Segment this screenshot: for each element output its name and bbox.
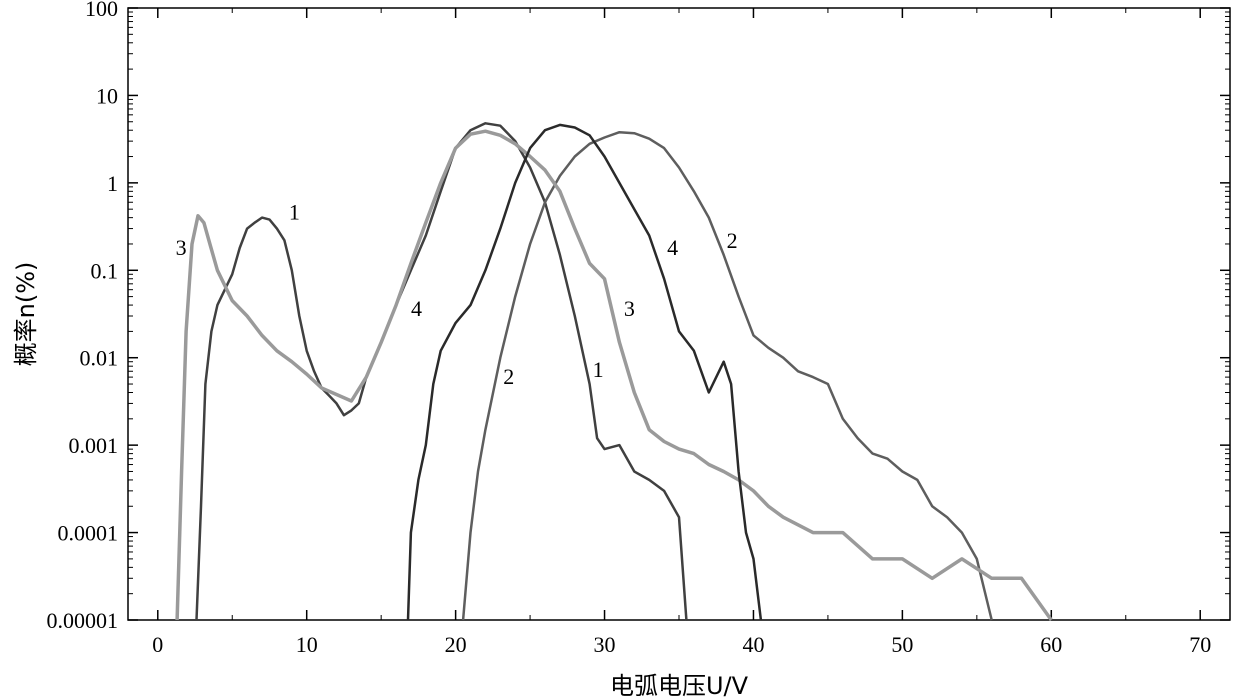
x-tick-label: 70 [1189,632,1211,657]
curve-label: 1 [593,357,604,382]
y-tick-label: 0.1 [91,258,119,283]
series-line-3 [175,129,1053,622]
x-tick-label: 0 [152,632,163,657]
y-tick-label: 0.001 [69,433,119,458]
x-axis-title: 电弧电压U/V [610,672,749,698]
curve-label: 3 [624,296,635,321]
series-line-1 [195,122,688,621]
x-tick-label: 40 [742,632,764,657]
x-tick-label: 30 [594,632,616,657]
series-label-4: 4 [411,296,422,321]
series-label-3: 3 [176,235,187,260]
curve-label: 4 [667,235,678,260]
series-line-4 [406,123,763,621]
curve-label: 2 [503,364,514,389]
series-label-2: 2 [727,228,738,253]
series-layer [175,122,1053,622]
curve-labels: 1 2 3 4 4 3 2 1 [176,200,738,389]
series-label-1: 1 [289,200,300,225]
y-tick-label: 0.0001 [58,521,119,546]
y-axis: 0.00001 0.0001 0.001 0.01 0.1 1 10 100 [47,0,1230,633]
x-tick-label: 60 [1040,632,1062,657]
y-axis-title: 概率n(%) [12,262,40,367]
x-axis: 0 10 20 30 40 50 60 70 [152,8,1211,657]
y-tick-label: 0.01 [80,346,119,371]
x-tick-label: 50 [891,632,913,657]
x-tick-label: 20 [445,632,467,657]
y-tick-label: 1 [107,171,118,196]
y-tick-label: 10 [96,83,118,108]
y-tick-label: 100 [85,0,118,21]
x-tick-label: 10 [296,632,318,657]
y-tick-label: 0.00001 [47,608,119,633]
series-line-2 [461,130,993,621]
